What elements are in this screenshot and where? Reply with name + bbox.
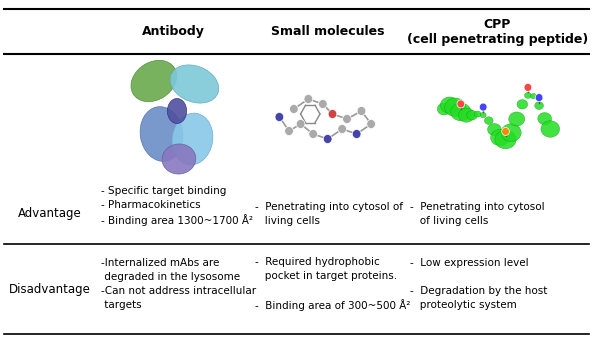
Circle shape <box>502 127 510 136</box>
Text: -  Penetrating into cytosol of
   living cells: - Penetrating into cytosol of living cel… <box>255 202 403 226</box>
Text: Antibody: Antibody <box>142 25 205 38</box>
Ellipse shape <box>525 93 531 98</box>
Text: -Internalized mAbs are
 degraded in the lysosome
-Can not address intracellular
: -Internalized mAbs are degraded in the l… <box>101 258 256 310</box>
Circle shape <box>342 115 351 123</box>
Text: -  Low expression level

-  Degradation by the host
   proteolytic system: - Low expression level - Degradation by … <box>410 258 547 310</box>
Ellipse shape <box>488 123 501 136</box>
Ellipse shape <box>534 102 544 109</box>
Text: CPP
(cell penetrating peptide): CPP (cell penetrating peptide) <box>407 18 588 45</box>
Ellipse shape <box>131 60 177 102</box>
Ellipse shape <box>501 124 521 141</box>
Circle shape <box>324 135 332 143</box>
Circle shape <box>357 106 366 116</box>
Circle shape <box>319 100 327 108</box>
Ellipse shape <box>172 113 213 165</box>
Ellipse shape <box>140 107 183 161</box>
Text: Disadvantage: Disadvantage <box>9 282 91 296</box>
Ellipse shape <box>441 97 459 113</box>
Text: -  Required hydrophobic
   pocket in target proteins.

-  Binding area of 300~50: - Required hydrophobic pocket in target … <box>255 257 411 312</box>
Ellipse shape <box>517 100 528 109</box>
Circle shape <box>479 103 487 111</box>
Circle shape <box>338 124 347 134</box>
Ellipse shape <box>484 117 493 124</box>
Circle shape <box>457 100 465 108</box>
Ellipse shape <box>474 111 481 117</box>
Ellipse shape <box>491 129 509 146</box>
Ellipse shape <box>438 103 451 115</box>
Circle shape <box>290 104 298 114</box>
Circle shape <box>524 83 532 92</box>
Text: Small molecules: Small molecules <box>271 25 384 38</box>
Ellipse shape <box>541 121 559 137</box>
Circle shape <box>309 129 318 139</box>
Ellipse shape <box>495 130 516 149</box>
Text: - Specific target binding
- Pharmacokinetics
- Binding area 1300~1700 Å²: - Specific target binding - Pharmacokine… <box>101 185 253 226</box>
Text: Advantage: Advantage <box>18 207 82 220</box>
Ellipse shape <box>451 103 471 121</box>
Circle shape <box>275 113 284 121</box>
Ellipse shape <box>508 112 525 126</box>
Circle shape <box>328 109 337 119</box>
Ellipse shape <box>162 144 196 174</box>
Text: -  Penetrating into cytosol
   of living cells: - Penetrating into cytosol of living cel… <box>410 202 544 226</box>
Ellipse shape <box>530 94 536 99</box>
Ellipse shape <box>167 99 187 123</box>
Ellipse shape <box>445 98 466 117</box>
Ellipse shape <box>538 113 551 125</box>
Ellipse shape <box>170 65 219 103</box>
Ellipse shape <box>458 108 474 122</box>
Circle shape <box>352 129 361 139</box>
Circle shape <box>304 95 313 103</box>
Circle shape <box>535 94 543 102</box>
Ellipse shape <box>480 113 486 118</box>
Circle shape <box>367 120 376 128</box>
Circle shape <box>285 126 293 136</box>
Ellipse shape <box>467 111 478 120</box>
Circle shape <box>296 120 305 128</box>
